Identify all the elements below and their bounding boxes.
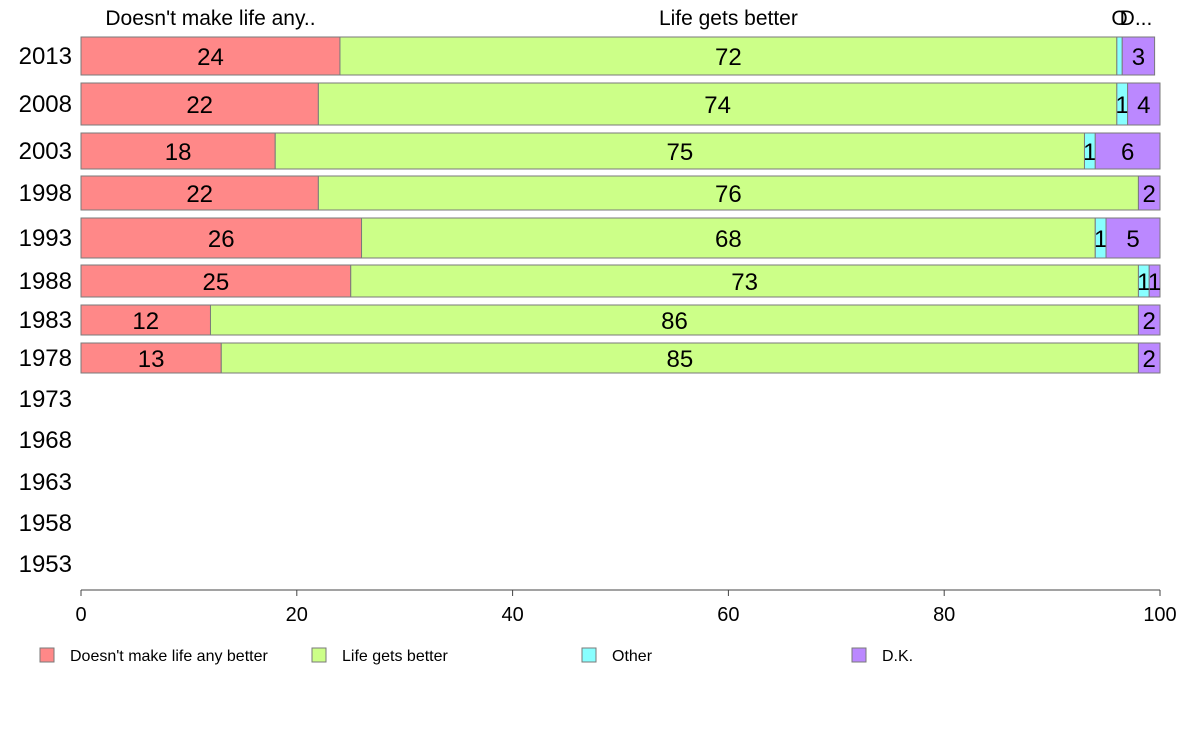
data-label: 18 <box>165 139 192 166</box>
bar-segment <box>1127 82 1161 126</box>
data-label: 1 <box>1083 139 1096 166</box>
x-tick-label: 0 <box>75 604 86 626</box>
legend-label: D.K. <box>882 648 913 665</box>
x-tick-label: 40 <box>501 604 523 626</box>
bar-segment <box>1116 36 1123 76</box>
bar-segment <box>1105 217 1161 259</box>
bar-segment <box>317 82 1118 126</box>
data-label: 22 <box>186 92 213 119</box>
bar-segment <box>220 342 1139 374</box>
segment-header: D... <box>1120 7 1153 30</box>
category-label: 2003 <box>19 138 72 165</box>
bar-segment <box>1137 304 1161 336</box>
segment-header: O <box>1111 7 1127 30</box>
segment-header: Life gets better <box>659 7 798 30</box>
category-label: 1998 <box>19 180 72 207</box>
bar-segment <box>1094 132 1161 170</box>
category-label: 2008 <box>19 91 72 118</box>
data-label: 12 <box>132 308 159 335</box>
x-tick-label: 100 <box>1143 604 1176 626</box>
category-labels: 2013 2008 2003 1998 1993 1988 1983 1978 1973 1968… <box>19 43 72 578</box>
data-label: 2 <box>1143 346 1156 373</box>
data-label: 74 <box>704 92 731 119</box>
category-label: 1978 <box>19 345 72 372</box>
data-label: 68 <box>715 226 742 253</box>
legend-swatch <box>39 647 55 663</box>
bar-segment <box>80 217 363 259</box>
bar-segment <box>1137 342 1161 374</box>
bar-segment <box>80 264 352 298</box>
data-label: 5 <box>1126 226 1139 253</box>
category-label: 2013 <box>19 43 72 70</box>
data-label: 86 <box>661 308 688 335</box>
data-label: 2 <box>1143 308 1156 335</box>
legend-swatch <box>581 647 597 663</box>
x-tick-label: 80 <box>933 604 955 626</box>
category-label: 1963 <box>19 469 72 496</box>
legend-label: Other <box>612 648 653 665</box>
category-label: 1983 <box>19 307 72 334</box>
category-label: 1953 <box>19 551 72 578</box>
legend-swatch <box>311 647 327 663</box>
data-label: 4 <box>1137 92 1150 119</box>
data-label: 26 <box>208 226 235 253</box>
legend-label: Life gets better <box>342 648 449 665</box>
data-label: 1 <box>1116 92 1129 119</box>
category-label: 1973 <box>19 386 72 413</box>
legend-label: Doesn't make life any better <box>70 648 268 665</box>
bar-segment <box>1121 36 1156 76</box>
segment-headers: Doesn't make life any.. Life gets better O… <box>105 7 1152 30</box>
segment-header: Doesn't make life any.. <box>105 7 315 30</box>
legend-swatch <box>851 647 867 663</box>
category-label: 1958 <box>19 510 72 537</box>
bar-segment <box>339 36 1118 76</box>
data-label: 13 <box>138 346 165 373</box>
bar-segment <box>274 132 1085 170</box>
data-label: 73 <box>731 269 758 296</box>
x-tick-label: 20 <box>286 604 308 626</box>
x-axis: 0 20 40 60 80 100 <box>75 589 1177 626</box>
data-label: 85 <box>666 346 693 373</box>
bar-segment <box>361 217 1096 259</box>
bar-segment <box>317 175 1139 211</box>
x-tick-label: 60 <box>717 604 739 626</box>
data-label: 3 <box>1132 44 1145 71</box>
data-label: 6 <box>1121 139 1134 166</box>
bar-segment <box>1137 175 1161 211</box>
bar-segment <box>1148 264 1161 298</box>
data-label: 1 <box>1094 226 1107 253</box>
data-label: 72 <box>715 44 742 71</box>
data-label: 75 <box>666 139 693 166</box>
bar-segment <box>80 132 276 170</box>
data-label: 2 <box>1143 181 1156 208</box>
data-label: 1 <box>1148 269 1161 296</box>
category-label: 1988 <box>19 268 72 295</box>
data-label: 76 <box>715 181 742 208</box>
data-label: 25 <box>203 269 230 296</box>
data-label: 1 <box>1137 269 1150 296</box>
bar-segment <box>350 264 1139 298</box>
data-label: 24 <box>197 44 224 71</box>
legend: Doesn't make life any better Life gets be… <box>39 647 913 665</box>
category-label: 1968 <box>19 427 72 454</box>
category-label: 1993 <box>19 225 72 252</box>
data-label: 22 <box>186 181 213 208</box>
bar-segment <box>80 342 222 374</box>
